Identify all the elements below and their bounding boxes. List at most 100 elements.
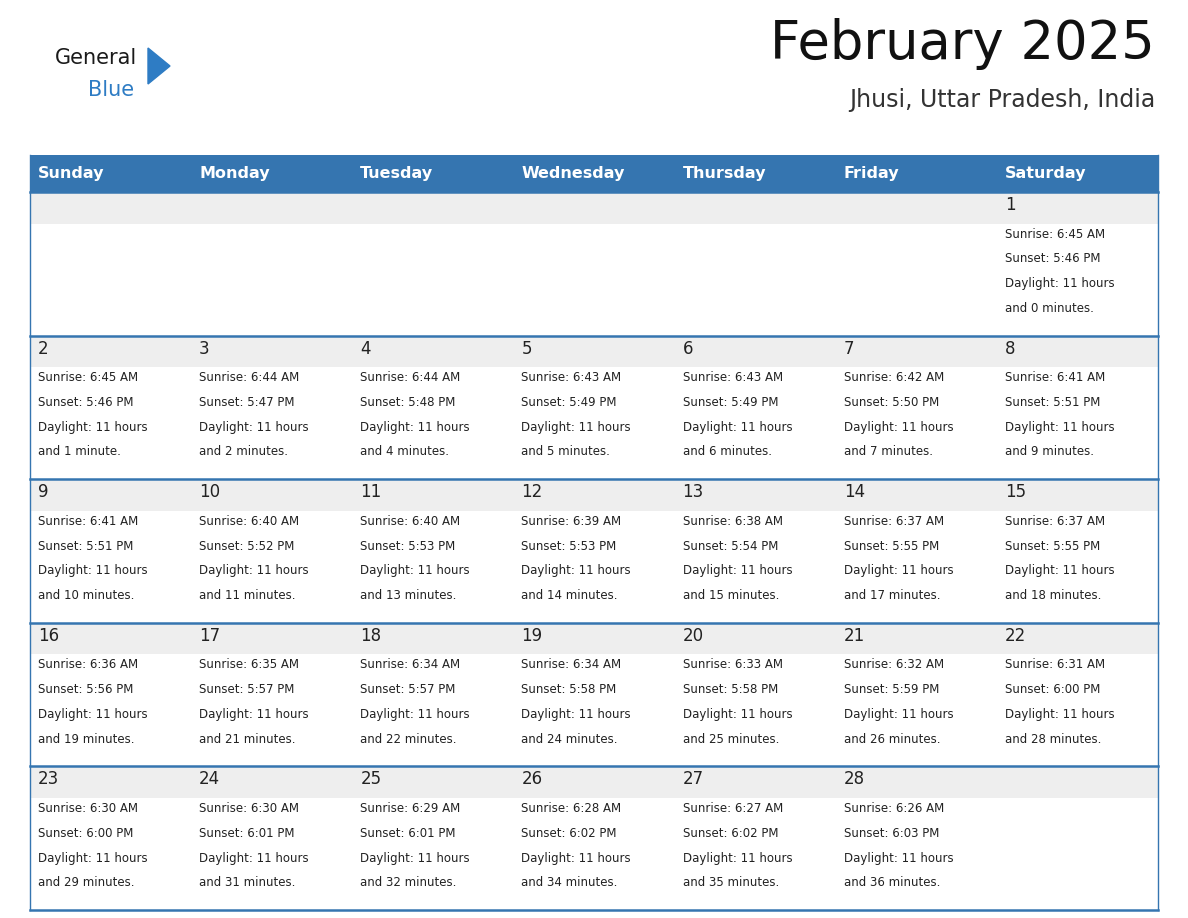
Text: Sunset: 5:48 PM: Sunset: 5:48 PM bbox=[360, 396, 456, 409]
Text: Daylight: 11 hours: Daylight: 11 hours bbox=[1005, 708, 1114, 721]
Bar bbox=[513, 336, 675, 367]
Text: 6: 6 bbox=[683, 340, 693, 358]
Text: 22: 22 bbox=[1005, 627, 1026, 644]
Text: Daylight: 11 hours: Daylight: 11 hours bbox=[200, 420, 309, 433]
Bar bbox=[191, 622, 353, 767]
Bar bbox=[30, 622, 191, 655]
Text: Sunrise: 6:43 AM: Sunrise: 6:43 AM bbox=[522, 371, 621, 385]
Bar bbox=[191, 767, 353, 798]
Bar bbox=[675, 622, 835, 655]
Text: Sunset: 6:01 PM: Sunset: 6:01 PM bbox=[360, 827, 456, 840]
Text: Sunset: 5:52 PM: Sunset: 5:52 PM bbox=[200, 540, 295, 553]
Bar bbox=[513, 622, 675, 767]
Text: Daylight: 11 hours: Daylight: 11 hours bbox=[522, 420, 631, 433]
Bar bbox=[675, 767, 835, 910]
Bar bbox=[835, 336, 997, 479]
Text: Sunrise: 6:44 AM: Sunrise: 6:44 AM bbox=[200, 371, 299, 385]
Bar bbox=[675, 479, 835, 622]
Text: 7: 7 bbox=[843, 340, 854, 358]
Text: Daylight: 11 hours: Daylight: 11 hours bbox=[360, 852, 470, 865]
Text: Sunrise: 6:40 AM: Sunrise: 6:40 AM bbox=[200, 515, 299, 528]
Text: 16: 16 bbox=[38, 627, 59, 644]
Text: Sunday: Sunday bbox=[38, 166, 105, 181]
Text: 12: 12 bbox=[522, 483, 543, 501]
Text: Daylight: 11 hours: Daylight: 11 hours bbox=[1005, 277, 1114, 290]
Text: Blue: Blue bbox=[88, 80, 134, 100]
Bar bbox=[997, 479, 1158, 622]
Text: Daylight: 11 hours: Daylight: 11 hours bbox=[360, 708, 470, 721]
Bar bbox=[997, 767, 1158, 910]
Text: 18: 18 bbox=[360, 627, 381, 644]
Text: and 17 minutes.: and 17 minutes. bbox=[843, 589, 940, 602]
Text: Daylight: 11 hours: Daylight: 11 hours bbox=[683, 708, 792, 721]
Text: Daylight: 11 hours: Daylight: 11 hours bbox=[843, 708, 953, 721]
Text: Daylight: 11 hours: Daylight: 11 hours bbox=[843, 420, 953, 433]
Bar bbox=[191, 479, 353, 510]
Text: Sunrise: 6:34 AM: Sunrise: 6:34 AM bbox=[522, 658, 621, 671]
Text: Friday: Friday bbox=[843, 166, 899, 181]
Text: Sunset: 6:02 PM: Sunset: 6:02 PM bbox=[522, 827, 617, 840]
Text: 27: 27 bbox=[683, 770, 703, 789]
Text: and 1 minute.: and 1 minute. bbox=[38, 445, 121, 458]
Text: Wednesday: Wednesday bbox=[522, 166, 625, 181]
Text: 17: 17 bbox=[200, 627, 220, 644]
Text: Daylight: 11 hours: Daylight: 11 hours bbox=[1005, 565, 1114, 577]
Text: and 36 minutes.: and 36 minutes. bbox=[843, 877, 940, 890]
Text: Sunset: 5:47 PM: Sunset: 5:47 PM bbox=[200, 396, 295, 409]
Text: Daylight: 11 hours: Daylight: 11 hours bbox=[200, 852, 309, 865]
Bar bbox=[353, 479, 513, 510]
Text: February 2025: February 2025 bbox=[770, 18, 1155, 70]
Bar bbox=[30, 767, 191, 798]
Text: and 15 minutes.: and 15 minutes. bbox=[683, 589, 779, 602]
Text: Sunrise: 6:33 AM: Sunrise: 6:33 AM bbox=[683, 658, 783, 671]
Bar bbox=[513, 479, 675, 510]
Text: 1: 1 bbox=[1005, 196, 1016, 214]
Bar bbox=[30, 336, 191, 479]
Bar bbox=[30, 622, 191, 767]
Text: and 2 minutes.: and 2 minutes. bbox=[200, 445, 289, 458]
Bar bbox=[835, 192, 997, 336]
Text: and 9 minutes.: and 9 minutes. bbox=[1005, 445, 1094, 458]
Bar bbox=[30, 336, 191, 367]
Text: Sunrise: 6:41 AM: Sunrise: 6:41 AM bbox=[1005, 371, 1105, 385]
Text: Daylight: 11 hours: Daylight: 11 hours bbox=[360, 420, 470, 433]
Text: Sunrise: 6:40 AM: Sunrise: 6:40 AM bbox=[360, 515, 461, 528]
Text: Sunset: 5:58 PM: Sunset: 5:58 PM bbox=[683, 683, 778, 696]
Text: Sunrise: 6:37 AM: Sunrise: 6:37 AM bbox=[843, 515, 943, 528]
Text: 28: 28 bbox=[843, 770, 865, 789]
Text: 4: 4 bbox=[360, 340, 371, 358]
Text: Sunrise: 6:41 AM: Sunrise: 6:41 AM bbox=[38, 515, 138, 528]
Text: and 28 minutes.: and 28 minutes. bbox=[1005, 733, 1101, 745]
Bar bbox=[675, 192, 835, 336]
Bar bbox=[191, 192, 353, 224]
Bar bbox=[997, 622, 1158, 655]
Bar bbox=[835, 767, 997, 798]
Text: 5: 5 bbox=[522, 340, 532, 358]
Text: Sunset: 5:59 PM: Sunset: 5:59 PM bbox=[843, 683, 939, 696]
Text: Daylight: 11 hours: Daylight: 11 hours bbox=[843, 852, 953, 865]
Text: Sunset: 6:00 PM: Sunset: 6:00 PM bbox=[38, 827, 133, 840]
Text: Daylight: 11 hours: Daylight: 11 hours bbox=[522, 852, 631, 865]
Text: 20: 20 bbox=[683, 627, 703, 644]
Text: Monday: Monday bbox=[200, 166, 270, 181]
Text: Sunrise: 6:28 AM: Sunrise: 6:28 AM bbox=[522, 802, 621, 815]
Text: Daylight: 11 hours: Daylight: 11 hours bbox=[1005, 420, 1114, 433]
Text: Sunset: 6:01 PM: Sunset: 6:01 PM bbox=[200, 827, 295, 840]
Bar bbox=[675, 336, 835, 367]
Bar bbox=[353, 622, 513, 767]
Text: and 29 minutes.: and 29 minutes. bbox=[38, 877, 134, 890]
Bar bbox=[191, 622, 353, 655]
Bar bbox=[997, 192, 1158, 336]
Text: 9: 9 bbox=[38, 483, 49, 501]
Bar bbox=[513, 192, 675, 224]
Text: 21: 21 bbox=[843, 627, 865, 644]
Text: Sunrise: 6:34 AM: Sunrise: 6:34 AM bbox=[360, 658, 461, 671]
Text: Daylight: 11 hours: Daylight: 11 hours bbox=[683, 420, 792, 433]
Text: Sunrise: 6:38 AM: Sunrise: 6:38 AM bbox=[683, 515, 783, 528]
Text: 10: 10 bbox=[200, 483, 220, 501]
Text: Sunrise: 6:39 AM: Sunrise: 6:39 AM bbox=[522, 515, 621, 528]
Text: 15: 15 bbox=[1005, 483, 1026, 501]
Text: Sunset: 6:02 PM: Sunset: 6:02 PM bbox=[683, 827, 778, 840]
Text: Sunset: 5:46 PM: Sunset: 5:46 PM bbox=[38, 396, 133, 409]
Bar bbox=[675, 336, 835, 479]
